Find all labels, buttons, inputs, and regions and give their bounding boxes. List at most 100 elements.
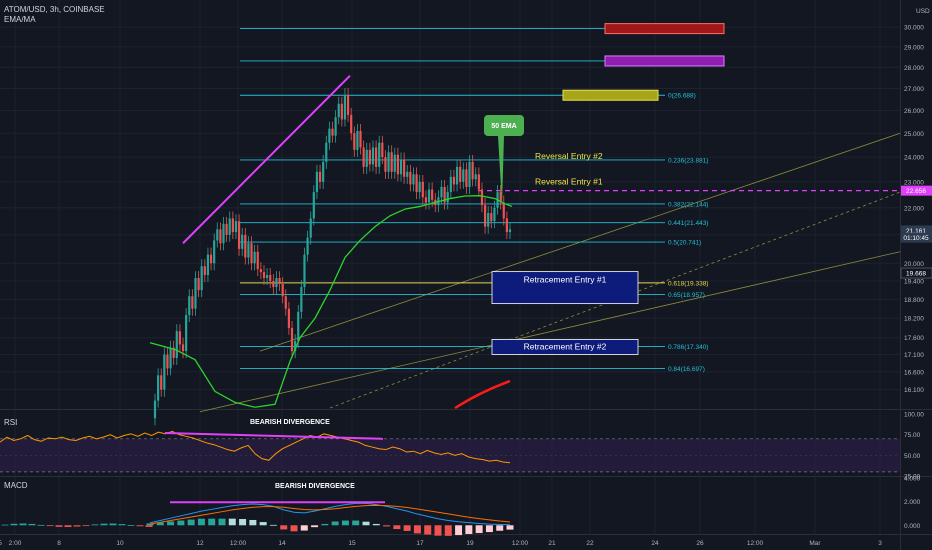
candle-body [334, 117, 337, 136]
candle-body [322, 161, 325, 182]
macd-hist-bar [228, 518, 236, 526]
candle-body [340, 103, 343, 120]
candle-body [188, 296, 191, 316]
candle-body [455, 166, 459, 185]
time-tick-label: 12:00 [512, 540, 529, 547]
reversal-entry-1-label: Reversal Entry #1 [535, 176, 603, 186]
candle-body [359, 130, 362, 148]
indicator-label[interactable]: EMA/MA [4, 15, 36, 24]
macd-hist-bar [455, 525, 463, 536]
candle-body [191, 296, 194, 309]
candle-body [427, 189, 431, 203]
candle-body [200, 266, 203, 291]
macd-tick-label: 4.000 [904, 476, 921, 483]
fib-label: 0.65(18.957) [668, 292, 705, 299]
candle-body [362, 147, 365, 167]
price-tag [901, 185, 932, 196]
rsi-divergence-line [164, 432, 384, 440]
candle-body [153, 400, 157, 419]
price-tag-label: 21.161 [906, 228, 926, 235]
macd-legend[interactable]: MACD [4, 481, 28, 490]
macd-divergence-label: BEARISH DIVERGENCE [275, 483, 355, 490]
candle-body [278, 278, 281, 285]
candle-body [384, 157, 387, 172]
candle-body [368, 149, 371, 165]
price-tick-label: 24.000 [904, 155, 924, 162]
candle-body [287, 308, 291, 328]
macd-hist-bar [91, 524, 99, 526]
time-tick-label: 24 [651, 540, 659, 547]
candle-body [406, 171, 409, 177]
candle-body [449, 176, 452, 193]
candle-body [272, 281, 275, 288]
macd-hist-bar [177, 520, 185, 526]
price-tag-label: 01:10:45 [903, 235, 929, 242]
macd-hist-bar [403, 525, 411, 531]
macd-hist-bar [444, 525, 452, 536]
macd-hist-bar [434, 525, 442, 536]
macd-hist-bar [82, 525, 90, 527]
time-tick-label: 8 [57, 540, 61, 547]
time-tick-label: 3 [878, 540, 882, 547]
price-tick-label: 19.400 [904, 279, 924, 286]
macd-tick-label: 0.000 [904, 523, 921, 530]
candle-body [303, 254, 306, 288]
candle-body [247, 243, 250, 258]
macd-hist-bar [73, 525, 81, 527]
candle-body [365, 149, 368, 167]
price-tick-label: 29.000 [904, 44, 924, 51]
candle-body [468, 161, 471, 187]
macd-hist-bar [300, 525, 308, 531]
macd-hist-bar [269, 524, 277, 526]
candle-body [259, 269, 262, 273]
macd-hist-bar [167, 521, 175, 526]
candle-body [399, 159, 403, 175]
rsi-tick-label: 75.00 [904, 432, 921, 439]
time-tick-label: 10 [116, 540, 124, 547]
candle-body [281, 284, 284, 297]
rsi-legend[interactable]: RSI [4, 418, 18, 427]
ema-callout-text: 50 EMA [491, 123, 516, 130]
fib-label: 0.5(20.741) [668, 240, 701, 247]
ema-callout-pointer [498, 136, 504, 205]
candle-body [350, 114, 353, 134]
candle-body [393, 154, 396, 172]
macd-hist-bar [145, 525, 153, 527]
candle-body [505, 218, 508, 233]
candle-body [459, 166, 462, 182]
candle-body [181, 344, 185, 352]
candle-body [262, 272, 266, 279]
signal-line [149, 504, 511, 525]
macd-hist-bar [109, 523, 117, 526]
candle-body [306, 237, 309, 255]
candle-body [178, 331, 182, 345]
candle-body [203, 266, 206, 276]
symbol-label[interactable]: ATOM/USD, 3h, COINBASE [4, 5, 105, 14]
candle-body [318, 171, 322, 182]
ma-red-line [454, 379, 511, 410]
macd-hist-bar [156, 522, 164, 526]
macd-hist-bar [465, 525, 473, 534]
candle-body [172, 347, 175, 358]
macd-hist-bar [383, 525, 391, 527]
macd-tick-label: 2.000 [904, 499, 921, 506]
candle-body [166, 354, 169, 369]
price-tick-label: 28.000 [904, 65, 924, 72]
candle-body [294, 341, 297, 352]
retracement-2-box [491, 339, 639, 355]
fib-label: 0.618(19.338) [668, 280, 708, 287]
candle-body [222, 223, 225, 244]
candle-body [353, 133, 356, 150]
target-box [604, 55, 725, 67]
time-tick-label: 26 [696, 540, 704, 547]
time-tick-label: 21 [548, 540, 556, 547]
time-tick-label: 15 [348, 540, 356, 547]
time-tick-label: 12:00 [747, 540, 764, 547]
price-tag [900, 267, 932, 279]
candle-body [502, 202, 505, 219]
candle-body [508, 229, 512, 233]
price-tick-label: 17.100 [904, 352, 924, 359]
currency-label: USD [916, 8, 930, 15]
price-tick-label: 16.600 [904, 369, 924, 376]
